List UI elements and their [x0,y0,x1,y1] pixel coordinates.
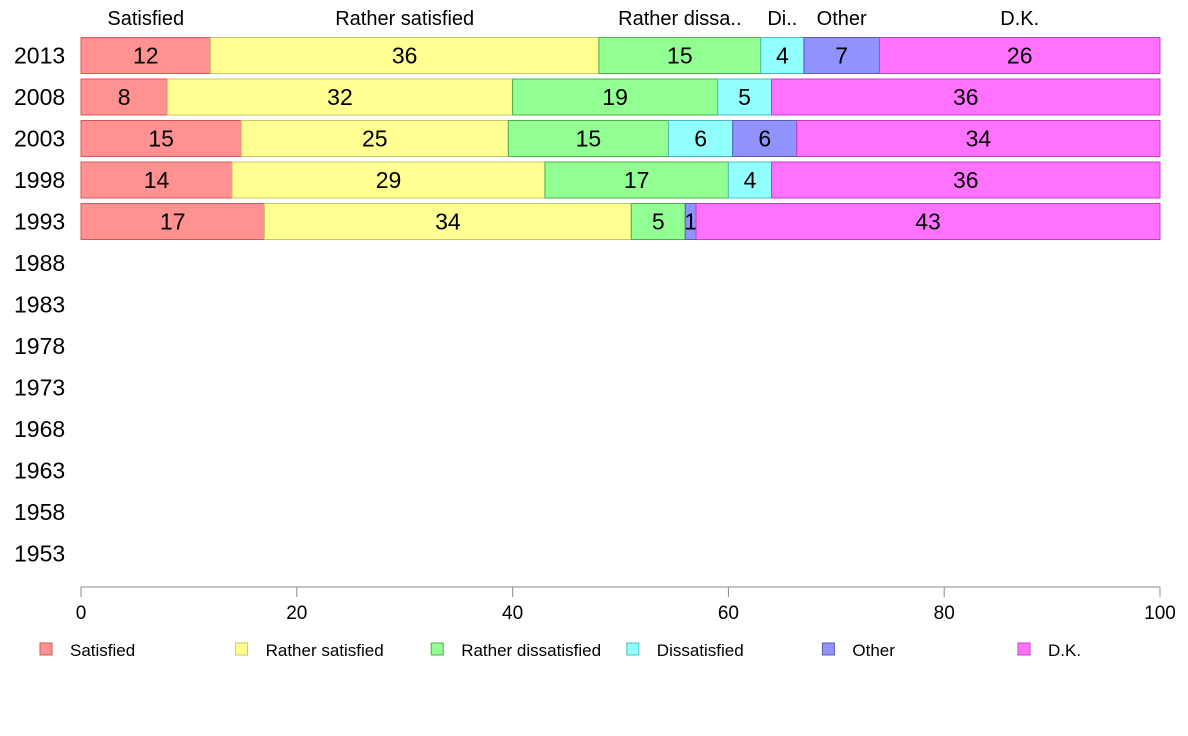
bar-segment [240,120,509,157]
data-label: 14 [144,167,170,193]
data-label: 34 [966,126,992,152]
data-label: 19 [602,84,628,110]
legend-swatch [821,642,835,656]
bar-segment [803,37,880,74]
category-header-label: Satisfied [107,8,184,30]
data-label: 8 [118,84,131,110]
x-tick-label: 40 [502,603,523,624]
data-label: 43 [915,209,941,235]
legend-label: Other [852,641,895,660]
bar-segment [231,161,546,199]
y-tick-label: 2003 [14,126,65,152]
data-label: 5 [738,84,751,110]
data-label: 36 [392,43,418,69]
legend-label: Dissatisfied [657,641,744,660]
y-tick-label: 2013 [14,43,65,69]
data-label: 36 [953,84,979,110]
data-label: 7 [835,43,848,69]
bar-segment [630,203,686,240]
legend-swatch [1017,642,1031,656]
bar-segment [166,78,514,116]
data-label: 36 [953,167,979,193]
data-label: 5 [652,209,665,235]
data-label: 17 [624,167,650,193]
bar-segment [732,120,798,157]
bar-segment [717,78,773,116]
legend-swatch [626,642,640,656]
bar-segment [209,37,600,74]
data-label: 25 [362,126,388,152]
y-tick-label: 1993 [14,209,65,235]
y-tick-label: 2008 [14,84,65,110]
y-tick-label: 1953 [14,541,65,567]
data-label: 15 [576,126,602,152]
category-header-label: Rather satisfied [335,8,474,30]
data-label: 1 [684,209,697,235]
bar-segment [80,120,242,157]
legend-swatch [430,642,444,656]
data-label: 12 [133,43,159,69]
legend-swatch [235,642,249,656]
x-tick-label: 0 [76,603,87,624]
bar-segment [695,203,1161,240]
legend-label: Satisfied [70,641,135,660]
y-tick-label: 1958 [14,499,65,525]
y-tick-label: 1963 [14,458,65,484]
bar-segment [512,78,719,116]
y-tick-label: 1998 [14,167,65,193]
x-axis: 0 20 40 60 80 100 [76,586,1176,624]
y-tick-label: 1988 [14,250,65,276]
bar-segment [771,78,1161,116]
data-label: 34 [435,209,461,235]
data-label: 17 [160,209,186,235]
bar-segment [507,120,670,157]
y-tick-label: 1983 [14,292,65,318]
x-tick-label: 100 [1144,603,1176,624]
data-label: 26 [1007,43,1033,69]
data-label: 4 [776,43,789,69]
legend-label: Rather dissatisfied [461,641,601,660]
data-label: 29 [376,167,402,193]
data-label: 6 [758,126,771,152]
data-label: 4 [744,167,757,193]
y-tick-label: 1973 [14,375,65,401]
bar-segment [727,161,773,199]
legend-swatch [39,642,53,656]
legend: Satisfied Rather satisfied Rather dissatis… [39,641,1081,660]
bar-segment [796,120,1161,157]
data-label: 32 [327,84,353,110]
x-tick-label: 20 [286,603,307,624]
y-tick-label: 1968 [14,416,65,442]
bar-segment [878,37,1161,74]
y-axis-labels: 2013 2008 2003 1998 1993 1988 1983 1978 1973 1968… [14,43,65,567]
x-tick-label: 60 [718,603,739,624]
category-header-label: D.K. [1000,8,1039,30]
y-tick-label: 1978 [14,333,65,359]
category-header-labels: Satisfied Rather satisfied Rather dissa.. D… [107,8,1039,30]
data-label: 15 [148,126,174,152]
bar-segment [771,161,1161,199]
x-tick-label: 80 [934,603,955,624]
bar-segment [80,203,265,240]
data-label: 15 [667,43,693,69]
bar-segment [80,161,233,199]
bar-segment [598,37,762,74]
category-header-label: Other [817,8,867,30]
legend-label: Rather satisfied [266,641,384,660]
legend-label: D.K. [1048,641,1081,660]
bar-segment [80,37,211,74]
category-header-label: Rather dissa.. [618,8,741,30]
category-header-label: Di.. [767,8,797,30]
bar-segment [544,161,729,199]
data-label: 6 [694,126,707,152]
bar-segment [80,78,168,116]
